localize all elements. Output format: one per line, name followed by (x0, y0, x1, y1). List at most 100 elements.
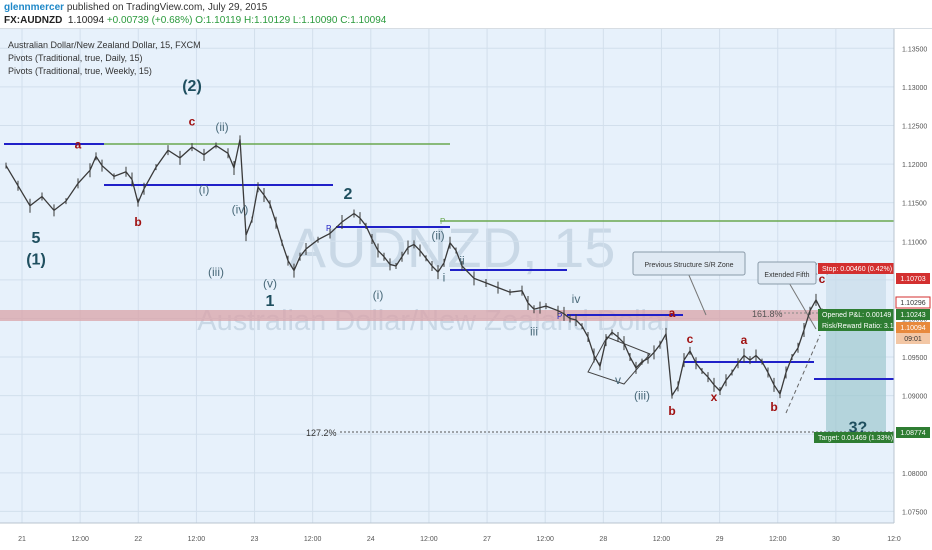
series-title[interactable]: Australian Dollar/New Zealand Dollar, 15… (8, 40, 201, 50)
callouts: Previous Structure S/R Zone Extended Fif… (306, 251, 817, 438)
chart-legend: Australian Dollar/New Zealand Dollar, 15… (8, 40, 201, 76)
price-tick-2: 1.12500 (902, 123, 927, 130)
wave-label-15: c (819, 272, 826, 286)
plot-area[interactable] (0, 29, 894, 523)
pivot-marker-1: P (326, 224, 331, 233)
chart-header: glennmercer published on TradingView.com… (0, 0, 932, 29)
time-tick-14: 30 (832, 536, 840, 543)
level-1-tag-bg (895, 296, 931, 309)
wave-label-14: b (770, 400, 777, 414)
levels: P P P (4, 143, 894, 433)
price-tick-5: 1.11000 (902, 239, 927, 246)
wave-label-11: c (687, 332, 694, 346)
time-tick-2: 22 (134, 536, 142, 543)
time-tick-6: 24 (367, 536, 375, 543)
wave-label-12: a (741, 333, 748, 347)
price-tick-9: 1.09000 (902, 394, 927, 401)
fib-161-label: 161.8% (752, 309, 783, 319)
rr-label-bg (818, 320, 896, 331)
wave-label-17: (i) (199, 182, 210, 196)
wave-label-9: a (669, 306, 676, 320)
wave-label-23: ii (459, 253, 464, 267)
symbol[interactable]: FX:AUDNZD (4, 15, 63, 26)
stop-price-tag: 1.10703 (900, 276, 925, 283)
fib-127-label: 127.2% (306, 428, 337, 438)
wave-label-28: (iii) (634, 389, 650, 403)
price-tick-4: 1.11500 (902, 201, 927, 208)
wave-label-21: (ii) (431, 229, 444, 243)
target-label-bg (814, 432, 896, 443)
time-tick-7: 12:00 (420, 536, 438, 543)
wave-label-25: iii (530, 324, 538, 338)
wave-label-8: c (189, 114, 196, 128)
time-tick-9: 12:00 (536, 536, 554, 543)
pivot-weekly-legend[interactable]: Pivots (Traditional, true, Weekly, 15) (8, 66, 152, 76)
wave-label-24: i (443, 270, 446, 284)
target-label: Target: 0.01469 (1.33%) (818, 435, 893, 442)
time-tick-8: 27 (483, 536, 491, 543)
wave-label-16: (ii) (215, 120, 228, 134)
level-2-tag: 1.10243 (900, 312, 925, 319)
time-scale[interactable] (0, 523, 932, 550)
callout-pointer-2 (787, 280, 817, 330)
current-price-tag: 1.10094 (900, 325, 925, 332)
last-price: 1.10094 (67, 15, 105, 26)
time-tick-15: 12:0 (887, 536, 901, 543)
price-tick-11: 1.08000 (902, 471, 927, 478)
stop-price-tag-bg (896, 273, 930, 284)
pivot-daily-legend[interactable]: Pivots (Traditional, true, Daily, 15) (8, 53, 143, 63)
wave-label-13: x (711, 390, 718, 404)
target-price-tag: 1.08774 (900, 430, 925, 437)
wave-label-2: (2) (182, 78, 202, 95)
rr-label: Risk/Reward Ratio: 3.19 (822, 323, 898, 330)
wave-label-6: a (75, 138, 82, 152)
fifth-callout-text: Extended Fifth (764, 272, 809, 279)
author-link[interactable]: glennmercer (4, 2, 65, 13)
price-series (5, 135, 823, 399)
price-scale[interactable] (894, 29, 932, 550)
open-value: O:1.10119 (195, 15, 242, 26)
wave-label-18: (iv) (232, 202, 249, 216)
time-tick-5: 12:00 (304, 536, 322, 543)
price-tick-8: 1.09500 (902, 355, 927, 362)
wave-label-26: iv (572, 292, 581, 306)
ohlc-line: FX:AUDNZD 1.10094 +0.00739 (+0.68%) O:1.… (4, 15, 386, 26)
axes (0, 29, 932, 550)
current-price-tag-bg (896, 322, 930, 333)
wave-trendline (785, 334, 821, 414)
structure-zone (0, 310, 894, 321)
order-labels: Stop: 0.00460 (0.42%) Opened P&L: 0.0014… (814, 263, 898, 443)
time-tick-12: 29 (716, 536, 724, 543)
fifth-callout-box[interactable] (757, 261, 817, 285)
wave-label-3: 1 (266, 293, 275, 310)
countdown-tag: 09:01 (904, 336, 922, 343)
pivot-marker-2: P (440, 217, 445, 226)
wave-label-20: (v) (263, 277, 277, 291)
callout-pointer-1 (687, 272, 707, 316)
triangle-pattern (587, 336, 651, 385)
price-tick-12: 1.07500 (902, 509, 927, 516)
time-tick-labels: 21 12:00 22 12:00 23 12:00 24 12:00 27 12:00 28 12:… (18, 536, 901, 543)
drawings (587, 272, 821, 414)
price-tick-3: 1.12000 (902, 162, 927, 169)
time-tick-10: 28 (599, 536, 607, 543)
price-chart[interactable]: AUDNZD, 15 Australian Dollar/New Zealand… (0, 29, 932, 550)
structure-callout-box[interactable] (632, 251, 746, 276)
time-tick-1: 12:00 (71, 536, 89, 543)
close-value: C:1.10094 (340, 15, 387, 26)
wave-label-10: b (668, 404, 675, 418)
price-tick-0: 1.13500 (902, 46, 927, 53)
pnl-label-bg (818, 309, 896, 320)
wave-label-0: 5 (32, 230, 41, 247)
stop-label: Stop: 0.00460 (0.42%) (822, 266, 892, 273)
wave-label-22: (i) (373, 288, 384, 302)
countdown-tag-bg (896, 333, 930, 344)
pnl-label: Opened P&L: 0.00149 (822, 312, 891, 319)
wave-label-19: (iii) (208, 265, 224, 279)
publish-line: glennmercer published on TradingView.com… (4, 2, 267, 13)
wave-label-1: (1) (26, 251, 46, 268)
wave-label-4: 2 (344, 186, 353, 203)
target-price-tag-bg (896, 427, 930, 438)
time-tick-0: 21 (18, 536, 26, 543)
price-change: +0.00739 (+0.68%) (106, 15, 193, 26)
